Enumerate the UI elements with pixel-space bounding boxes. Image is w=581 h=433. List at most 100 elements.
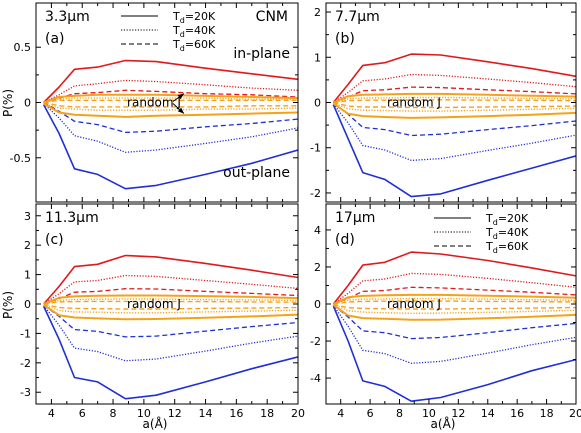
panel-a: -0.500.53.3μm(a)random JTd=20KTd=40KTd=6…	[10, 2, 299, 203]
y-tick-label: -2	[310, 335, 321, 348]
legend-label-rest: =20K	[498, 212, 529, 225]
series-line-out-plane-60K	[333, 102, 576, 137]
legend-label-rest: =40K	[185, 24, 216, 37]
x-axis-label-left: a(Å)	[143, 416, 168, 431]
y-tick-label: 0	[24, 97, 31, 110]
arrow-head	[177, 107, 184, 114]
legend-label-rest: =60K	[498, 240, 529, 253]
plot-frame	[325, 203, 577, 405]
legend-label-base: T	[172, 24, 180, 37]
x-tick-label: 6	[367, 407, 374, 420]
series-line-random-j-60K	[43, 303, 298, 310]
series-line-random-j-60K	[43, 101, 298, 108]
series-line-random-j-60K	[333, 99, 576, 104]
series-line-out-plane-20K	[332, 104, 576, 198]
panel-b: -2 -1 0 1 2 7.7μm (b) random J	[310, 2, 577, 203]
y-tick-label: 1	[314, 51, 321, 64]
y-tick-label: 2	[314, 6, 321, 19]
series-group	[332, 251, 576, 403]
panel-letter: (a)	[45, 31, 65, 47]
series-line-out-plane-40K	[43, 305, 298, 362]
series-line-random-j-40K	[43, 102, 298, 111]
series-line-out-plane-40K	[332, 305, 576, 364]
panel-wavelength: 3.3μm	[45, 9, 90, 25]
x-tick-label: 16	[510, 407, 524, 420]
x-tick-label: 20	[291, 407, 305, 420]
series-line-in-plane-60K	[43, 89, 298, 104]
random-j-label: random J	[387, 96, 441, 110]
series-line-random-j-60K	[333, 300, 576, 305]
legend-label: Td=20K	[172, 10, 216, 25]
series-line-random-j-20K	[43, 93, 298, 104]
out-plane-label: out-plane	[223, 165, 290, 181]
y-tick-label: -1	[20, 327, 31, 340]
series-line-random-j-40K	[43, 303, 298, 314]
x-axis-label-right: a(Å)	[431, 416, 456, 431]
legend-label-base: T	[172, 38, 180, 51]
legend-label-base: T	[485, 212, 493, 225]
y-axis-label-bottom: P(%)	[1, 291, 15, 319]
series-line-out-plane-20K	[42, 306, 298, 400]
y-tick-label: -0.5	[10, 152, 31, 165]
y-tick-label: 2	[314, 261, 321, 274]
series-line-random-j-60K	[333, 303, 576, 310]
legend-label-base: T	[485, 240, 493, 253]
legend-label: Td=60K	[172, 38, 216, 53]
series-line-in-plane-20K	[43, 254, 298, 305]
series-line-out-plane-60K	[332, 304, 576, 340]
series-line-in-plane-20K	[43, 59, 298, 104]
series-line-random-j-20K	[333, 92, 576, 104]
legend-label-sub: d	[493, 218, 498, 227]
legend-label-sub: d	[180, 16, 185, 25]
y-tick-label: -1	[310, 142, 321, 155]
legend-label: Td=20K	[485, 212, 529, 227]
x-tick-label: 4	[48, 407, 55, 420]
x-tick-label: 14	[199, 407, 213, 420]
series-line-random-j-60K	[43, 300, 298, 305]
arrow-head	[177, 93, 184, 100]
legend-label-sub: d	[180, 44, 185, 53]
panel-wavelength: 7.7μm	[335, 9, 380, 25]
y-axis-label-top: P(%)	[1, 89, 15, 117]
legend-label-rest: =60K	[185, 38, 216, 51]
panel-wavelength: 11.3μm	[45, 210, 99, 226]
panel-letter: (b)	[335, 31, 355, 47]
random-j-label: random J	[127, 96, 181, 110]
y-tick-label: 0	[314, 298, 321, 311]
y-tick-label: -3	[20, 386, 31, 399]
series-line-random-j-40K	[333, 297, 576, 305]
series-line-random-j-20K	[332, 102, 576, 119]
legend-label-sub: d	[180, 30, 185, 39]
series-group	[42, 254, 298, 400]
x-tick-label: 6	[79, 407, 86, 420]
x-tick-label: 18	[260, 407, 274, 420]
panel-letter: (c)	[45, 232, 64, 248]
y-tick-label: -4	[310, 372, 321, 385]
x-tick-label: 10	[137, 407, 151, 420]
series-line-random-j-40K	[333, 96, 576, 104]
y-tick-label: -2	[310, 187, 321, 200]
legend-label-sub: d	[493, 232, 498, 241]
series-line-out-plane-60K	[43, 101, 298, 134]
series-line-random-j-20K	[43, 102, 298, 118]
x-tick-label: 12	[168, 407, 182, 420]
legend-label-rest: =40K	[498, 226, 529, 239]
series-line-random-j-60K	[43, 99, 298, 104]
in-plane-label: in-plane	[233, 46, 290, 62]
series-line-out-plane-40K	[332, 103, 576, 162]
x-tick-label: 16	[229, 407, 243, 420]
y-tick-label: 1	[24, 269, 31, 282]
legend-label-base: T	[172, 10, 180, 23]
x-tick-label: 18	[540, 407, 554, 420]
legend-label-rest: =20K	[185, 10, 216, 23]
series-line-out-plane-40K	[43, 103, 298, 153]
x-tick-label: 20	[569, 407, 581, 420]
panel-wavelength: 17μm	[335, 210, 375, 226]
series-line-random-j-40K	[43, 97, 298, 104]
series-line-out-plane-20K	[42, 104, 298, 190]
series-line-random-j-20K	[332, 304, 576, 321]
series-line-out-plane-60K	[43, 304, 298, 338]
legend-label: Td=40K	[485, 226, 529, 241]
